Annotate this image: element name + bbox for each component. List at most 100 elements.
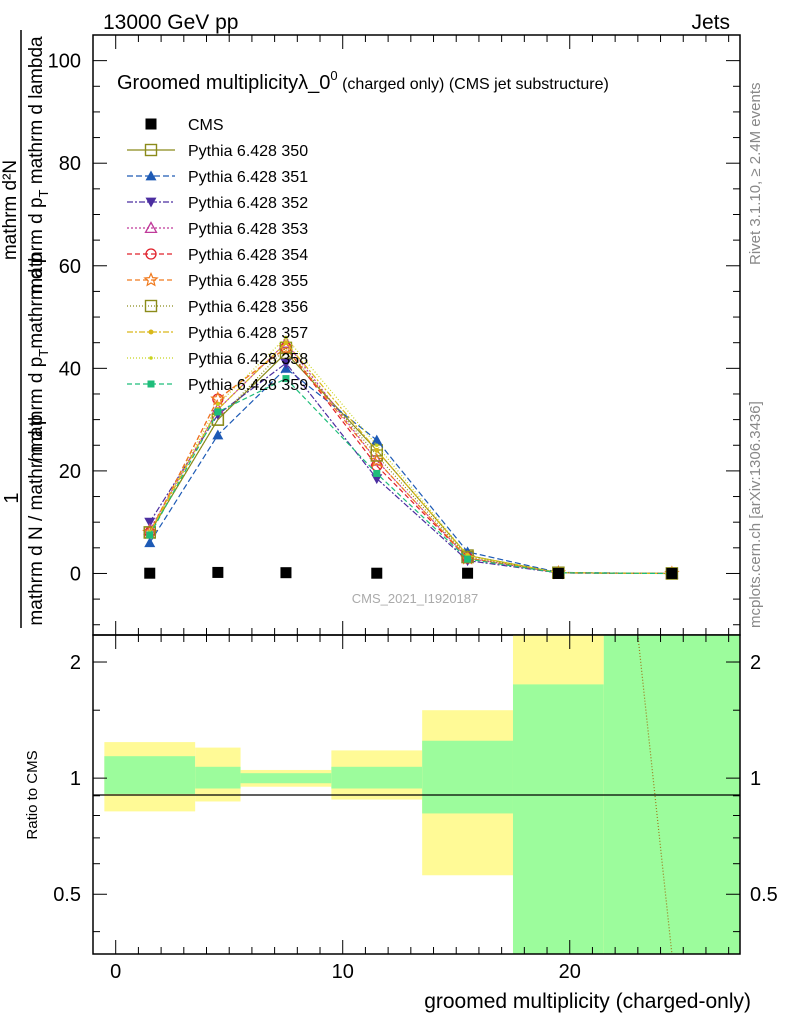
chart-title-superscript: 0: [330, 68, 337, 83]
data-point: [212, 429, 224, 440]
legend-label: Pythia 6.428 357: [188, 325, 308, 342]
legend-label: Pythia 6.428 352: [188, 195, 308, 212]
legend-marker: [145, 118, 157, 130]
y-tick-label: 20: [59, 461, 81, 483]
chart-title: Groomed multiplicityλ_00 (charged only) …: [117, 68, 609, 94]
legend-label: CMS: [188, 117, 224, 134]
legend-label: Pythia 6.428 356: [188, 299, 308, 316]
legend-marker: [149, 356, 153, 360]
y-tick-label: 40: [59, 358, 81, 380]
legend-label: Pythia 6.428 353: [188, 221, 308, 238]
y-label-middle-denominator: / mathrm d pTmathrm d p: [26, 253, 51, 464]
chart-title-rest: (charged only) (CMS jet substructure): [338, 76, 609, 93]
main-y-ticks: 0 20 40 60 80 100: [48, 51, 740, 626]
data-point: [210, 391, 226, 406]
mcplots-label: mcplots.cern.ch [arXiv:1306.3436]: [747, 401, 764, 628]
legend-marker: [143, 271, 159, 287]
ratio-band-inner: [331, 766, 423, 789]
legend-entry: Pythia 6.428 358: [127, 351, 308, 368]
legend-marker: [145, 170, 157, 181]
series-pythia-6-428-351: [144, 362, 678, 578]
ratio-panel-frame: [92, 634, 741, 955]
legend-entry: Pythia 6.428 354: [127, 247, 308, 264]
main-x-ticks: [92, 35, 730, 635]
series-line: [149, 336, 672, 575]
ratio-band-inner: [240, 773, 332, 784]
ratio-y-tick-label: 1: [70, 768, 81, 790]
legend-entry: Pythia 6.428 350: [127, 143, 308, 160]
series-pythia-6-428-359: [146, 375, 676, 577]
data-point: [146, 531, 154, 539]
watermark-label: CMS_2021_I1920187: [352, 591, 479, 606]
legend-entry: Pythia 6.428 357: [127, 325, 308, 342]
ratio-y-tick-label-right: 0.5: [750, 884, 778, 906]
ratio-ticks: 0.5 0.51 12 20 10 20: [53, 635, 778, 983]
data-point: [369, 452, 385, 468]
legend-entry: Pythia 6.428 352: [127, 195, 308, 212]
series-layer: [142, 335, 680, 580]
data-point: [464, 555, 472, 563]
data-point: [280, 567, 292, 579]
x-tick-label: 20: [559, 961, 581, 983]
data-point: [214, 408, 222, 416]
data-point: [144, 537, 156, 548]
ratio-y-tick-label-right: 2: [750, 652, 761, 674]
y-label-prefactor: 1: [1, 492, 23, 503]
legend-entry: Pythia 6.428 356: [127, 299, 308, 316]
y-label-upper-denominator: mathrm d pT mathrm d lambda: [26, 36, 51, 294]
y-label-numerator: mathrm d²N: [0, 160, 21, 260]
data-point: [212, 566, 224, 578]
data-point: [462, 567, 474, 579]
y-label-denominator: mathrm d N / mathrm d p: [26, 414, 47, 625]
x-axis-label: groomed multiplicity (charged-only): [424, 990, 751, 1013]
legend-label: Pythia 6.428 355: [188, 273, 308, 290]
legend-marker: [148, 329, 154, 335]
legend-marker: [144, 299, 158, 313]
ratio-band-inner: [195, 766, 241, 789]
legend-label: Pythia 6.428 350: [188, 143, 308, 160]
x-tick-label: 10: [332, 961, 354, 983]
y-tick-label: 60: [59, 256, 81, 278]
series-line: [149, 377, 672, 575]
data-point: [144, 567, 156, 579]
legend: CMS Pythia 6.428 350 Pythia 6.428 351 Pythi…: [127, 117, 308, 394]
ratio-band-inner: [422, 740, 513, 814]
header-energy-label: 13000 GeV pp: [103, 11, 238, 34]
data-point: [666, 567, 678, 579]
data-point: [144, 517, 156, 528]
header-jets-label: Jets: [691, 11, 730, 34]
chart-title-main: Groomed multiplicityλ_0: [117, 72, 330, 94]
series-cms: [144, 566, 678, 579]
legend-entry: Pythia 6.428 351: [127, 169, 308, 186]
data-point: [283, 340, 289, 346]
y-tick-label: 80: [59, 153, 81, 175]
data-point: [371, 567, 383, 579]
data-point: [278, 339, 294, 355]
ratio-panel: 0.5 0.51 12 20 10 20 Ratio to CMS groomed mul…: [24, 634, 778, 1013]
data-point: [284, 335, 288, 340]
legend-label: Pythia 6.428 359: [188, 377, 308, 394]
legend-entry: CMS: [145, 117, 224, 134]
ratio-mc-line: [637, 634, 673, 955]
ratio-y-tick-label: 0.5: [53, 884, 81, 906]
x-tick-label: 0: [110, 961, 121, 983]
data-point: [371, 434, 383, 445]
legend-marker: [147, 380, 155, 388]
data-point: [374, 447, 380, 453]
y-tick-label: 0: [70, 563, 81, 585]
legend-marker: [144, 221, 158, 234]
rivet-version-label: Rivet 3.1.10, ≥ 2.4M events: [747, 83, 764, 266]
series-pythia-6-428-357: [147, 340, 675, 576]
ratio-y-tick-label: 2: [70, 652, 81, 674]
data-point: [280, 358, 292, 369]
data-point: [552, 567, 564, 579]
series-pythia-6-428-353: [143, 335, 679, 579]
legend-label: Pythia 6.428 354: [188, 247, 308, 264]
data-point: [373, 469, 381, 477]
ratio-band-inner: [512, 684, 604, 954]
data-point: [370, 453, 384, 466]
data-point: [374, 443, 379, 448]
legend-entry: Pythia 6.428 353: [127, 221, 308, 238]
legend-marker: [145, 197, 157, 208]
